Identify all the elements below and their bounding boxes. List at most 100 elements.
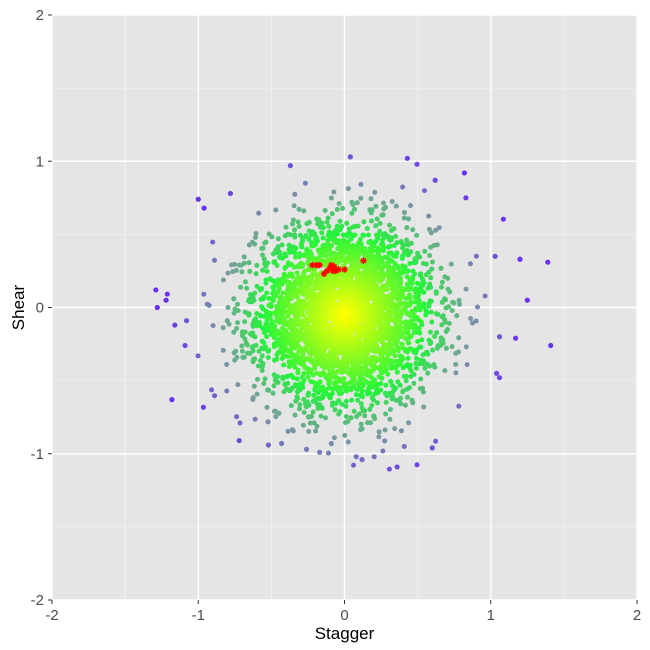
- y-axis-ticks: -2 -1 0 1 2: [31, 7, 52, 609]
- data-point: [422, 365, 428, 371]
- data-point: [271, 383, 277, 389]
- data-point: [390, 286, 395, 292]
- data-point: [417, 386, 423, 391]
- data-point: [336, 398, 342, 404]
- data-point: [315, 221, 321, 227]
- data-point: [426, 337, 432, 343]
- data-point: [423, 308, 429, 314]
- data-point: [283, 224, 289, 230]
- data-point: [412, 299, 418, 305]
- data-point: [387, 407, 393, 412]
- data-point: [332, 354, 338, 360]
- data-point: [456, 403, 462, 409]
- data-point: [252, 334, 258, 340]
- data-point: [426, 213, 432, 219]
- data-point: [449, 308, 455, 313]
- data-point: [300, 263, 305, 269]
- data-point: [432, 333, 438, 339]
- data-point: [368, 210, 374, 216]
- data-point: [332, 407, 338, 413]
- data-point: [406, 335, 412, 341]
- data-point: [272, 259, 278, 264]
- data-point: [401, 444, 407, 449]
- data-point: [367, 406, 373, 412]
- data-point: [353, 392, 359, 398]
- data-point: [428, 275, 434, 281]
- data-point: [329, 243, 334, 249]
- data-point: [427, 253, 433, 258]
- data-point: [321, 225, 326, 231]
- data-point: [210, 323, 216, 329]
- data-point: [467, 261, 473, 267]
- data-point: [323, 415, 328, 421]
- data-point: [270, 390, 276, 396]
- data-point: [385, 371, 391, 377]
- data-point: [388, 228, 394, 233]
- data-point: [329, 211, 335, 217]
- data-point: [413, 365, 419, 371]
- data-point: [361, 232, 367, 238]
- data-point: [524, 297, 530, 303]
- data-point: [154, 304, 160, 311]
- data-point: [402, 402, 408, 408]
- data-point: [412, 294, 418, 300]
- data-point: [267, 314, 273, 320]
- data-point: [317, 449, 323, 455]
- data-point: [340, 205, 346, 211]
- data-point: [172, 322, 178, 328]
- data-point: [244, 342, 250, 348]
- data-point: [382, 390, 388, 396]
- data-point: [425, 285, 431, 291]
- data-point: [296, 206, 302, 212]
- data-point: [337, 409, 343, 415]
- data-point: [182, 342, 188, 349]
- data-point: [265, 419, 271, 425]
- data-point: [376, 374, 382, 379]
- data-point: [311, 392, 317, 398]
- data-point: [406, 420, 412, 426]
- data-point: [386, 350, 391, 356]
- data-point: [365, 232, 371, 238]
- data-point: [423, 272, 429, 278]
- data-point: [262, 376, 268, 382]
- data-point: [413, 306, 418, 312]
- data-point: [434, 330, 440, 336]
- data-point: [405, 340, 411, 346]
- data-point: [351, 462, 356, 468]
- data-point: [411, 330, 417, 335]
- data-point: [393, 397, 399, 403]
- data-point: [317, 402, 323, 408]
- data-point: [275, 337, 281, 343]
- data-point: [274, 356, 280, 362]
- data-point: [297, 406, 302, 412]
- data-point: [393, 358, 399, 364]
- data-point: [421, 404, 427, 410]
- data-point: [276, 410, 282, 416]
- data-point: [301, 396, 307, 402]
- data-point: [233, 348, 239, 354]
- data-point: [292, 412, 298, 418]
- data-point: [492, 253, 498, 259]
- data-point: [283, 336, 289, 341]
- data-point: [383, 382, 389, 388]
- data-point: [424, 361, 430, 367]
- data-point: [288, 403, 294, 409]
- data-point: [354, 258, 360, 264]
- data-point: [351, 408, 357, 414]
- y-tick-label: 2: [36, 7, 44, 24]
- data-point: [453, 350, 459, 356]
- data-point: [350, 202, 356, 208]
- data-point: [242, 329, 248, 335]
- data-point: [415, 339, 421, 344]
- data-point: [303, 446, 310, 452]
- data-point: [371, 454, 377, 460]
- data-point: [331, 435, 337, 441]
- data-point: [385, 260, 391, 266]
- data-point: [420, 352, 426, 358]
- data-point: [260, 245, 266, 251]
- data-point: [448, 261, 454, 267]
- data-point: [241, 354, 247, 360]
- data-point: [433, 311, 439, 317]
- data-point: [305, 374, 311, 380]
- data-point: [408, 374, 414, 379]
